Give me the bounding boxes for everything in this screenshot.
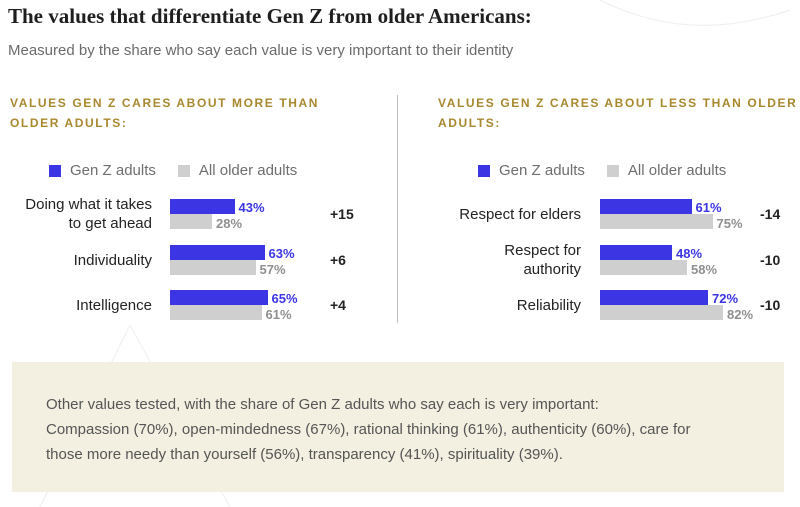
legend-label-older: All older adults (198, 162, 298, 179)
category-label-line: Reliability (516, 296, 581, 314)
difference-label: -10 (760, 252, 781, 268)
category-label-line: Doing what it takes (25, 196, 152, 213)
section-heading-less: VALUES GEN Z CARES ABOUT LESS THAN OLDER… (438, 96, 798, 130)
legend-swatch-older (606, 164, 619, 177)
bar-older (600, 214, 713, 229)
value-label-genz: 61% (695, 200, 722, 215)
value-label-genz: 63% (268, 246, 295, 261)
note-line: Other values tested, with the share of G… (46, 396, 599, 413)
value-label-older: 57% (259, 262, 286, 277)
value-label-older: 61% (265, 307, 292, 322)
note-line: those more needy than yourself (56%), tr… (46, 446, 563, 463)
category-label-line: Respect for elders (459, 205, 581, 223)
category-label: Respect for authority (381, 241, 581, 279)
legend-item-older: All older adults (606, 162, 727, 179)
bar-older (170, 260, 256, 275)
legend-item-genz: Gen Z adults (478, 162, 585, 179)
bar-genz (170, 245, 265, 260)
legend-label-genz: Gen Z adults (70, 162, 156, 179)
value-label-older: 75% (716, 216, 743, 231)
difference-label: -10 (760, 297, 781, 313)
bar-older (600, 305, 723, 320)
note-line: Compassion (70%), open-mindedness (67%),… (46, 421, 691, 438)
category-label: Reliability (381, 296, 581, 315)
bar-genz (600, 290, 708, 305)
bar-genz (600, 245, 672, 260)
category-label-line: Intelligence (76, 296, 152, 314)
legend-right: Gen Z adults All older adults (478, 162, 748, 179)
page-subtitle: Measured by the share who say each value… (8, 42, 514, 59)
value-label-genz: 72% (712, 291, 739, 306)
bar-genz (600, 199, 692, 214)
difference-label: +4 (330, 297, 346, 313)
difference-label: -14 (760, 206, 781, 222)
legend-item-older: All older adults (177, 162, 298, 179)
legend-item-genz: Gen Z adults (49, 162, 156, 179)
value-label-genz: 43% (238, 200, 265, 215)
legend-label-genz: Gen Z adults (499, 162, 585, 179)
bar-older (600, 260, 687, 275)
legend-swatch-genz (478, 164, 490, 177)
category-label-line: authority (523, 261, 581, 278)
category-label-line: Respect for (504, 242, 581, 259)
other-values-note: Other values tested, with the share of G… (12, 362, 784, 492)
category-label: Intelligence (0, 296, 152, 315)
legend-left: Gen Z adults All older adults (49, 162, 319, 179)
note-text: Other values tested, with the share of G… (46, 392, 746, 467)
bar-older (170, 214, 212, 229)
category-label-line: Individuality (73, 251, 152, 269)
section-divider (397, 95, 398, 323)
page-title: The values that differentiate Gen Z from… (8, 4, 532, 28)
bar-older (170, 305, 262, 320)
legend-swatch-genz (49, 164, 61, 177)
category-label: Doing what it takes to get ahead (0, 195, 152, 233)
bar-genz (170, 290, 268, 305)
category-label: Individuality (0, 251, 152, 270)
value-label-genz: 48% (676, 246, 703, 261)
value-label-older: 28% (216, 216, 243, 231)
value-label-older: 82% (727, 307, 754, 322)
difference-label: +15 (330, 206, 354, 222)
value-label-genz: 65% (271, 291, 298, 306)
bar-genz (170, 199, 235, 214)
value-label-older: 58% (691, 262, 718, 277)
category-label: Respect for elders (381, 205, 581, 224)
category-label-line: to get ahead (68, 215, 152, 232)
section-heading-more: VALUES GEN Z CARES ABOUT MORE THAN OLDER… (10, 96, 320, 130)
legend-swatch-older (177, 164, 190, 177)
difference-label: +6 (330, 252, 346, 268)
legend-label-older: All older adults (627, 162, 727, 179)
